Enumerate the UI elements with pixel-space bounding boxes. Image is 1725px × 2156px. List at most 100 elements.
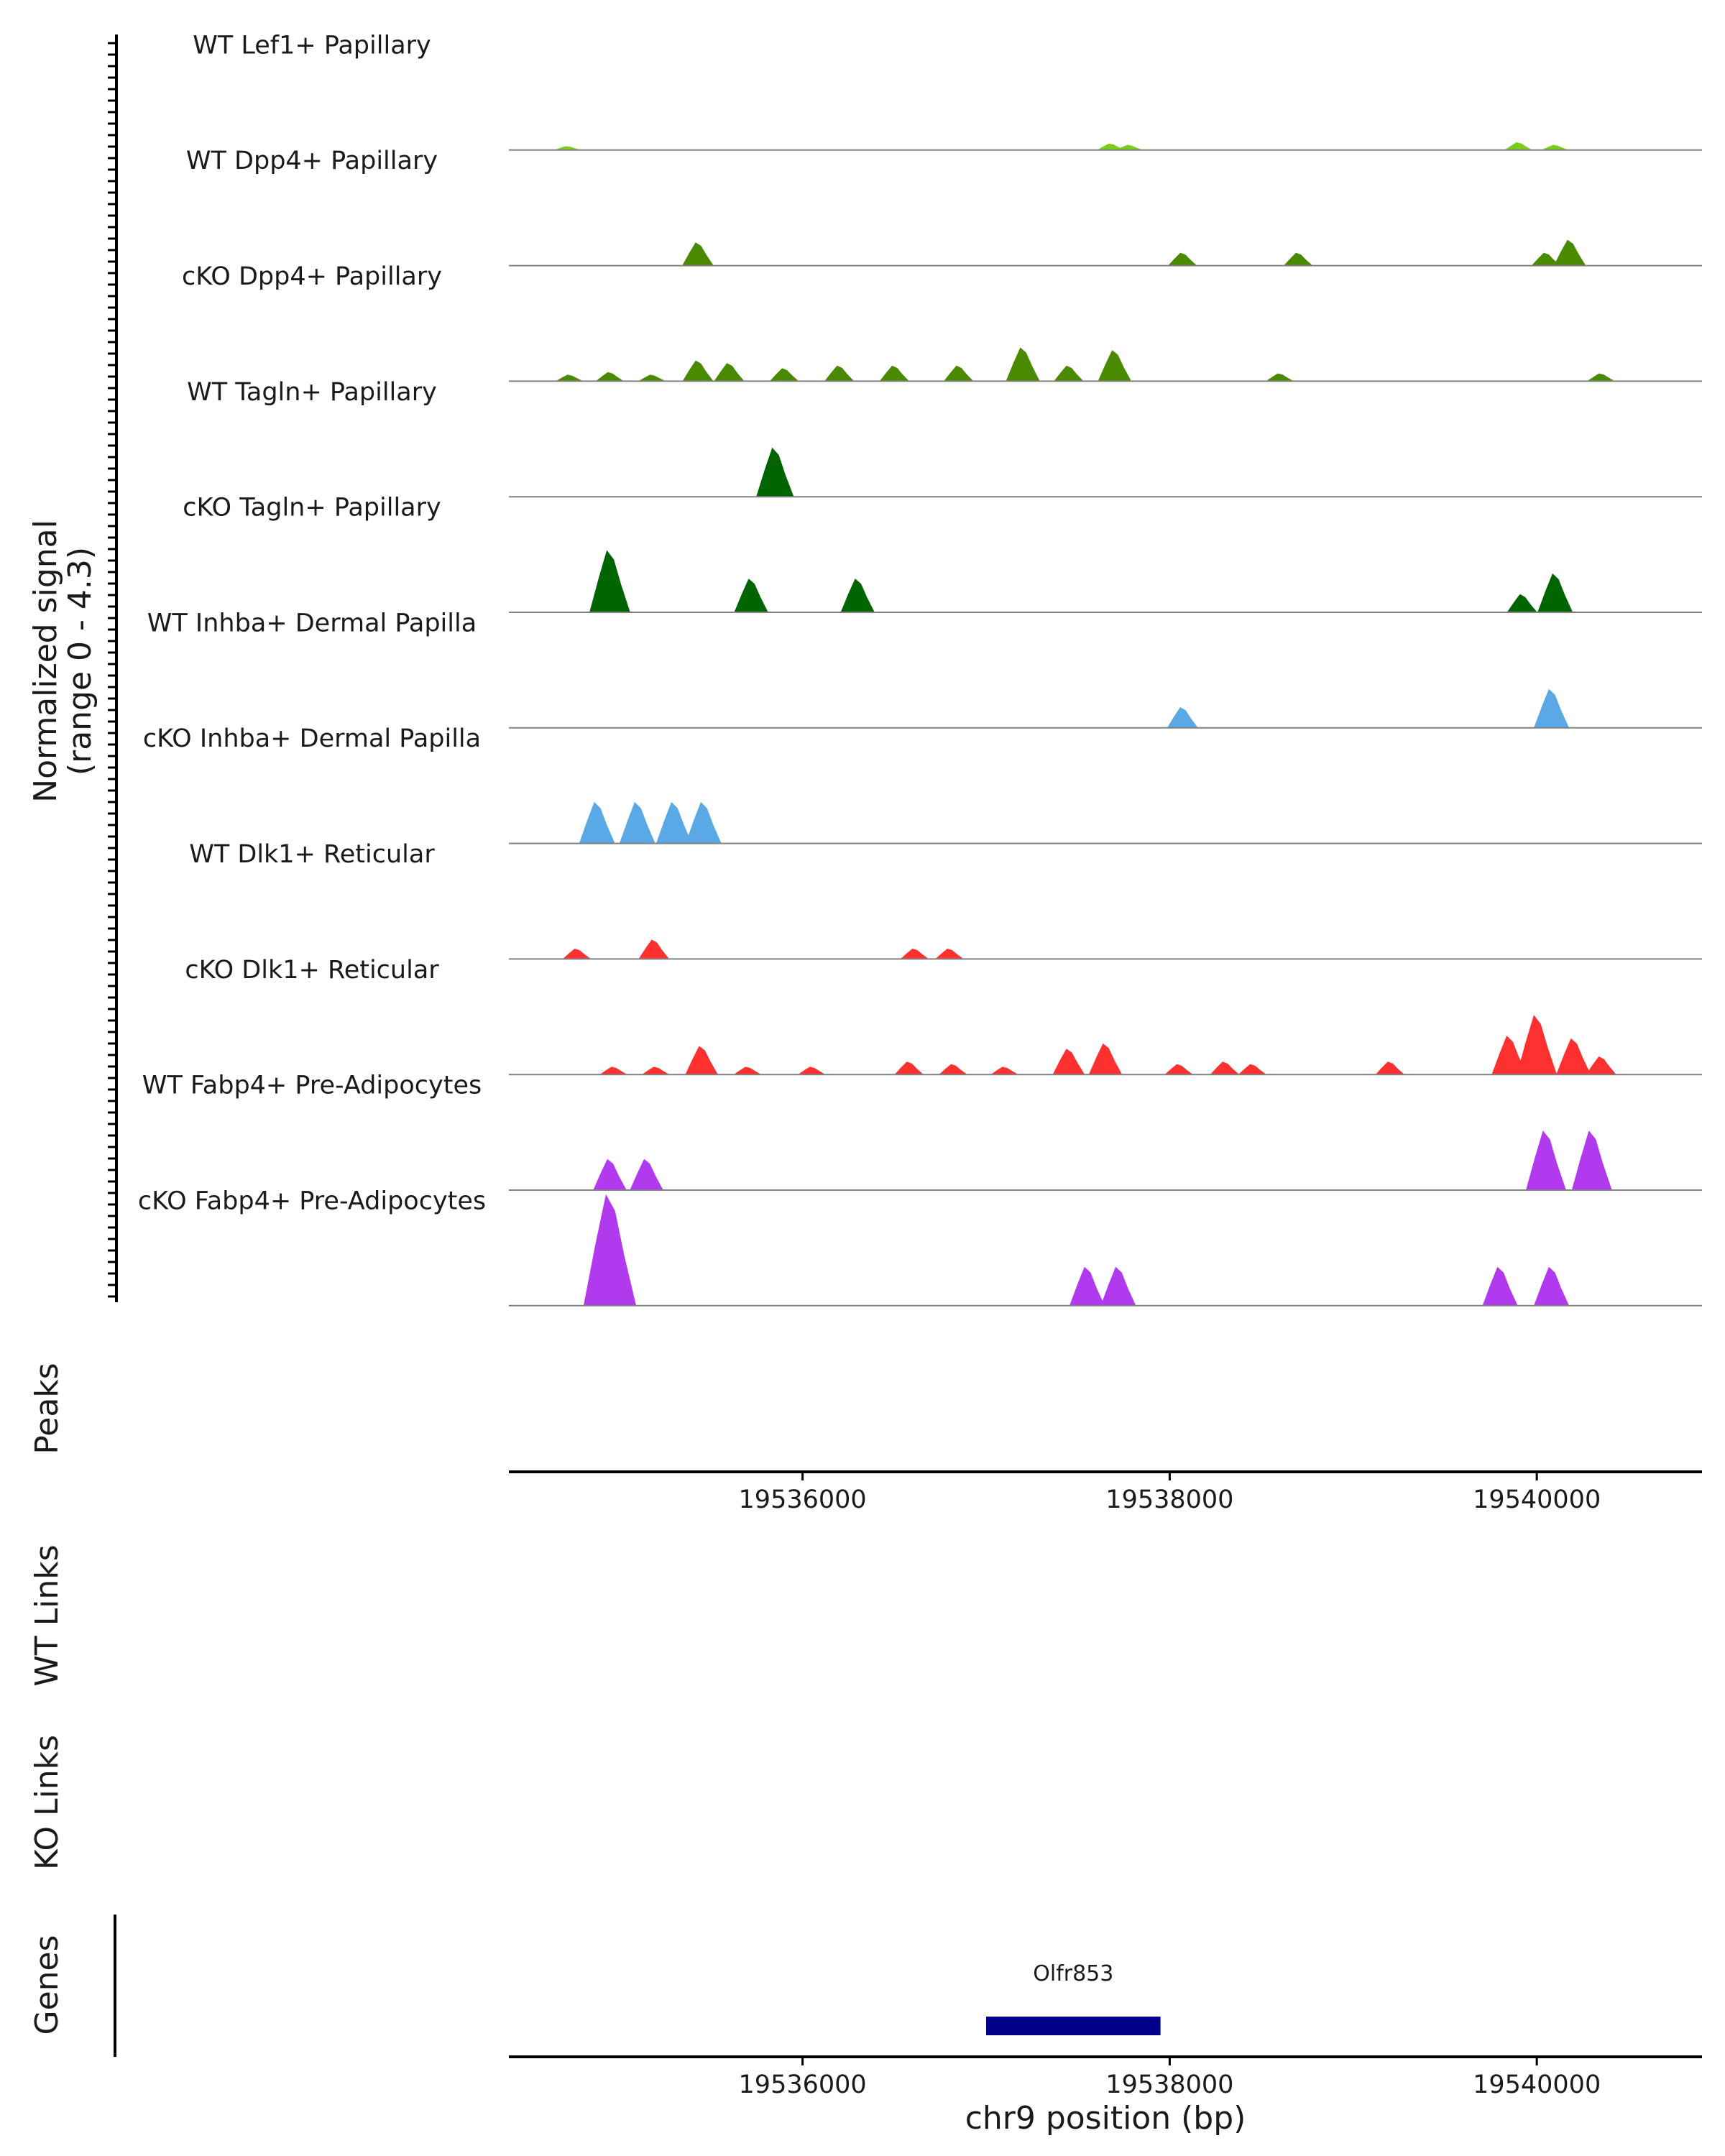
signal-peak — [990, 1067, 1018, 1075]
signal-peak — [900, 949, 929, 959]
signal-peak — [682, 360, 714, 382]
signal-peak — [583, 1194, 637, 1306]
signal-peak — [1537, 573, 1573, 612]
track-label: cKO Tagln+ Papillary — [183, 494, 441, 522]
signal-peak — [1531, 252, 1561, 266]
track-label: WT Inhba+ Dermal Papilla — [147, 609, 477, 637]
signal-peak — [1541, 144, 1569, 150]
signal-peak — [638, 374, 666, 382]
signal-peak — [630, 1158, 663, 1190]
track: WT Fabp4+ Pre-Adipocytes — [142, 1072, 1702, 1191]
peaks-x-ticks: 19536000 19538000 19540000 — [739, 1472, 1601, 1514]
track: cKO Dpp4+ Papillary — [182, 262, 1702, 382]
track: WT Tagln+ Papillary — [187, 378, 1702, 498]
track-label: cKO Inhba+ Dermal Papilla — [143, 724, 481, 753]
signal-peak — [579, 801, 615, 844]
signal-peak — [685, 1046, 718, 1075]
track: cKO Inhba+ Dermal Papilla — [143, 724, 1702, 844]
track-label: cKO Dlk1+ Reticular — [185, 956, 439, 985]
signal-peak — [589, 550, 630, 612]
signal-peak — [1534, 688, 1570, 728]
track: cKO Tagln+ Papillary — [183, 494, 1702, 613]
signal-peak — [1491, 1036, 1527, 1075]
signal-peak — [1504, 142, 1532, 150]
x-tick-label: 19536000 — [739, 2070, 867, 2099]
signal-peak — [682, 242, 714, 266]
signal-peak — [1534, 1266, 1570, 1306]
track-label: WT Tagln+ Papillary — [187, 378, 437, 407]
gene-body — [986, 2017, 1161, 2035]
signal-peak — [756, 447, 794, 497]
signal-peak — [1052, 1049, 1085, 1075]
signal-peak — [1586, 1056, 1616, 1075]
gene-annotations: Olfr853 — [986, 1961, 1161, 2035]
signal-peak — [593, 1158, 627, 1190]
signal-peak — [769, 368, 799, 382]
track: WT Dpp4+ Papillary — [186, 147, 1702, 267]
signal-peak — [1006, 347, 1040, 382]
x-tick-label: 19538000 — [1105, 2070, 1233, 2099]
signal-peak — [1526, 1130, 1566, 1190]
signal-peak — [1284, 252, 1313, 266]
signal-peak — [1482, 1266, 1518, 1306]
signal-peak — [562, 949, 592, 959]
signal-peak — [619, 801, 656, 844]
gene-label: Olfr853 — [1033, 1961, 1113, 1986]
track: WT Inhba+ Dermal Papilla — [147, 609, 1702, 729]
y-axis-subtitle: (range 0 - 4.3) — [62, 547, 98, 775]
coverage-tracks: WT Lef1+ Papillary WT Dpp4+ Papillary cKO … — [138, 31, 1702, 1307]
track-label: WT Dlk1+ Reticular — [189, 840, 435, 869]
ko-links-panel-title: KO Links — [29, 1735, 65, 1870]
signal-peak — [1116, 144, 1144, 150]
x-tick-label: 19540000 — [1473, 1485, 1601, 1514]
x-tick-label: 19540000 — [1473, 2070, 1601, 2099]
signal-peak — [599, 1067, 627, 1075]
signal-peak — [1210, 1061, 1240, 1075]
signal-peak — [935, 949, 964, 959]
signal-peak — [733, 1067, 762, 1075]
signal-peak — [595, 372, 624, 382]
signal-peak — [1506, 594, 1537, 612]
signal-peak — [638, 939, 669, 959]
signal-peak — [1168, 252, 1197, 266]
peaks-panel-title: Peaks — [29, 1363, 65, 1454]
signal-peak — [1238, 1064, 1266, 1075]
signal-peak — [944, 365, 974, 382]
y-axis-title: Normalized signal — [27, 520, 64, 803]
signal-peak — [1375, 1061, 1404, 1075]
signal-peak — [824, 365, 855, 382]
signal-peak — [894, 1061, 924, 1075]
signal-peak — [1098, 350, 1131, 382]
signal-peak — [1088, 1043, 1123, 1075]
signal-peak — [1164, 1064, 1193, 1075]
signal-peak — [714, 363, 745, 382]
signal-peak — [798, 1067, 826, 1075]
signal-peak — [1070, 1266, 1105, 1306]
signal-peak — [1571, 1130, 1612, 1190]
signal-peak — [556, 374, 584, 382]
genes-x-ticks: 19536000 19538000 19540000 — [739, 2057, 1601, 2099]
signal-peak — [1517, 1015, 1558, 1075]
signal-peak — [840, 579, 875, 612]
track-label: cKO Dpp4+ Papillary — [182, 262, 442, 291]
genes-panel-title: Genes — [29, 1935, 65, 2035]
signal-peak — [1587, 373, 1615, 382]
track: cKO Fabp4+ Pre-Adipocytes — [138, 1187, 1702, 1307]
signal-peak — [1556, 1038, 1591, 1075]
track: WT Lef1+ Papillary — [193, 31, 1702, 151]
signal-peak — [1266, 373, 1294, 382]
x-tick-label: 19536000 — [739, 1485, 867, 1514]
signal-peak — [1054, 365, 1084, 382]
signal-peak — [879, 365, 909, 382]
wt-links-panel-title: WT Links — [29, 1544, 65, 1686]
track: cKO Dlk1+ Reticular — [185, 956, 1702, 1076]
signal-peak — [656, 801, 692, 844]
signal-peak — [734, 579, 768, 612]
coverage-y-ticks — [108, 42, 116, 1298]
signal-peak — [939, 1064, 967, 1075]
signal-peak — [554, 146, 581, 150]
signal-peak — [685, 801, 722, 844]
signal-peak — [1553, 239, 1586, 266]
x-axis-title: chr9 position (bp) — [965, 2100, 1246, 2137]
